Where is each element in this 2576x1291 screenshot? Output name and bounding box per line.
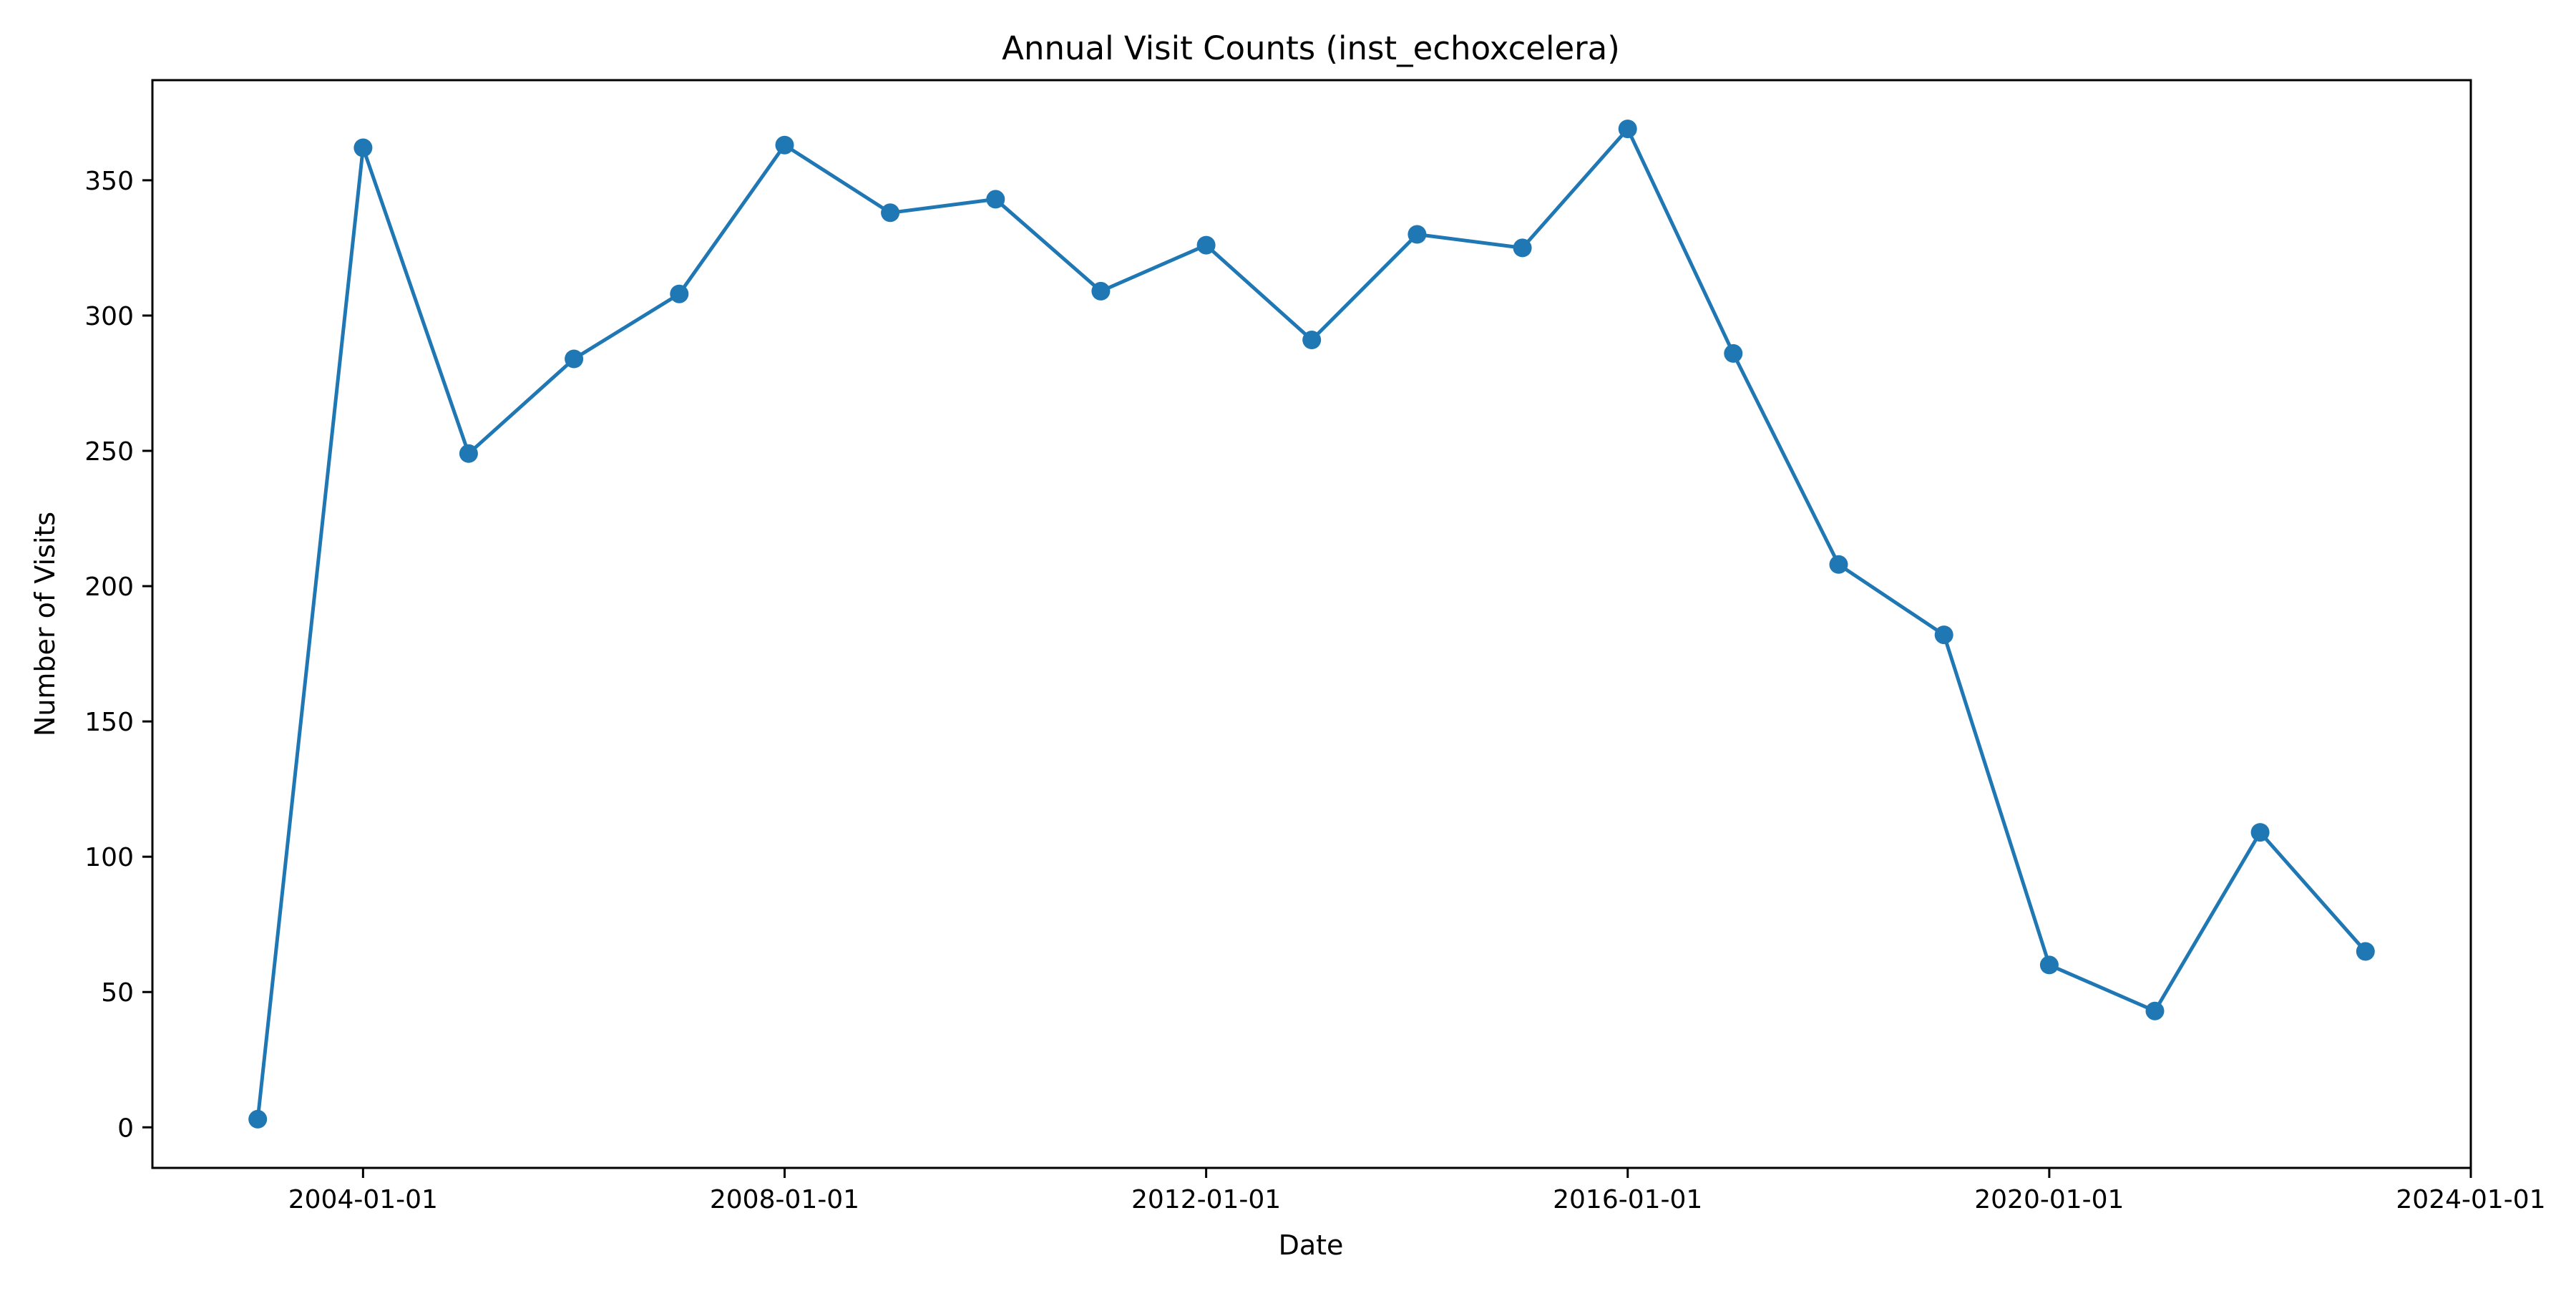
y-tick-label: 50 <box>101 978 134 1008</box>
x-tick-label: 2016-01-01 <box>1553 1185 1702 1214</box>
data-point <box>1618 120 1637 139</box>
plot-frame <box>151 79 2472 1169</box>
data-point <box>1829 555 1848 574</box>
x-tick-label: 2024-01-01 <box>2396 1185 2545 1214</box>
data-point <box>1407 225 1427 244</box>
data-point <box>459 444 478 463</box>
x-tick-label: 2020-01-01 <box>1974 1185 2124 1214</box>
data-point <box>775 135 794 155</box>
chart-title: Annual Visit Counts (inst_echoxcelera) <box>1002 29 1620 67</box>
data-points-layer <box>248 120 2375 1129</box>
data-point <box>1196 235 1216 255</box>
data-point <box>1302 331 1322 349</box>
data-point <box>1091 281 1111 301</box>
x-tick-label: 2008-01-01 <box>710 1185 859 1214</box>
data-point <box>248 1109 268 1129</box>
data-point <box>986 190 1005 209</box>
data-point <box>1513 238 1532 258</box>
y-tick-label: 150 <box>84 708 134 737</box>
data-point <box>2145 1001 2165 1020</box>
data-point <box>881 203 900 223</box>
y-tick-label: 350 <box>84 167 134 196</box>
y-tick-label: 250 <box>84 437 134 467</box>
y-tick-label: 100 <box>84 843 134 872</box>
y-tick-label: 0 <box>117 1114 134 1143</box>
axes: 2004-01-01 2008-01-01 2012-01-01 2016-01-01… <box>84 167 2545 1214</box>
y-tick-label: 300 <box>84 302 134 331</box>
x-axis-label: Date <box>1279 1229 1344 1261</box>
data-point <box>1724 344 1743 363</box>
data-point <box>1934 625 1953 645</box>
x-tick-label: 2012-01-01 <box>1131 1185 1281 1214</box>
data-point <box>670 284 689 303</box>
data-point <box>2250 823 2270 842</box>
y-tick-label: 200 <box>84 573 134 602</box>
data-point <box>2356 942 2375 961</box>
data-point <box>2039 955 2059 975</box>
data-point <box>353 138 373 157</box>
data-point <box>565 349 584 369</box>
x-tick-label: 2004-01-01 <box>288 1185 438 1214</box>
y-axis-label: Number of Visits <box>29 512 61 736</box>
